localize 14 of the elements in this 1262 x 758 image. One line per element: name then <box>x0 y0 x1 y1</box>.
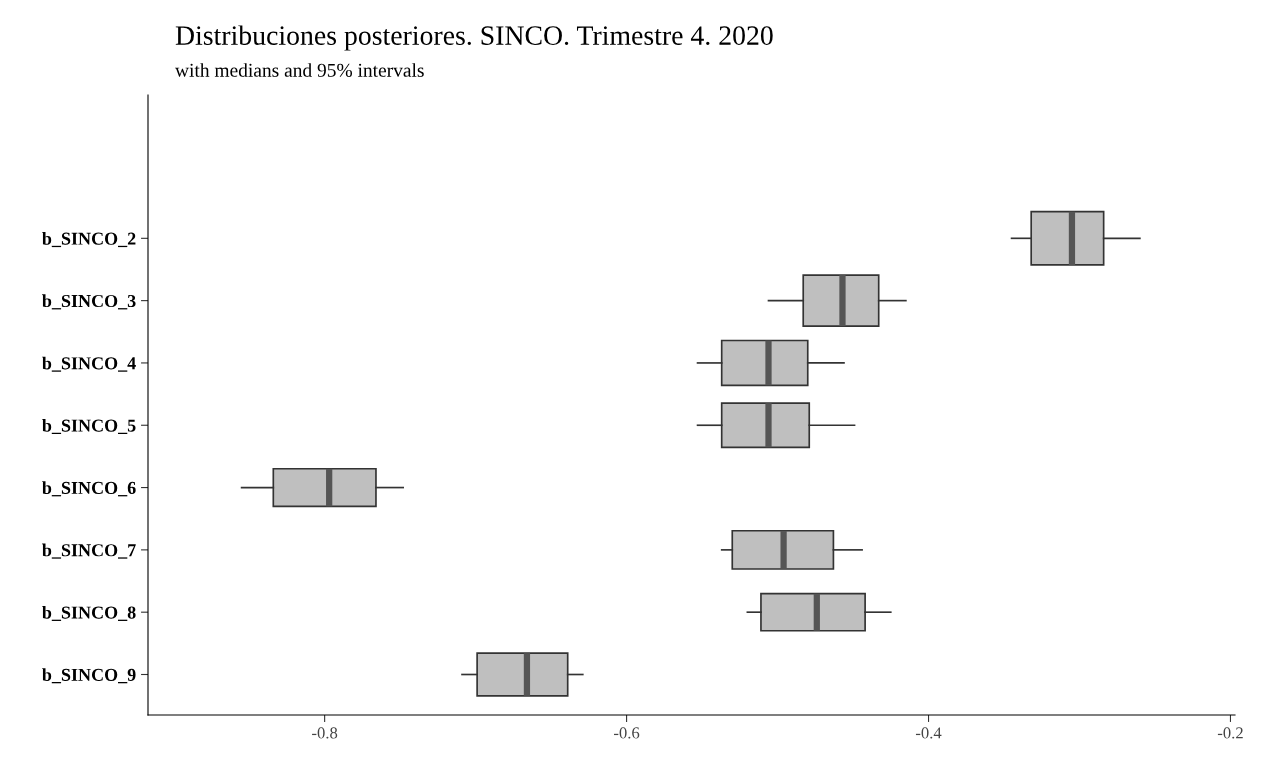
y-tick-label: b_SINCO_4 <box>42 356 136 372</box>
x-tick-label: -0.8 <box>312 727 338 739</box>
x-tick-label: -0.4 <box>915 727 942 739</box>
y-tick-label: b_SINCO_3 <box>42 294 136 310</box>
y-tick-label: b_SINCO_2 <box>42 232 136 248</box>
x-tick-label: -0.2 <box>1217 727 1243 739</box>
x-tick-label: -0.6 <box>614 727 640 739</box>
chart-subtitle: with medians and 95% intervals <box>175 63 424 77</box>
y-tick-label: b_SINCO_7 <box>42 543 136 559</box>
chart-title: Distribuciones posteriores. SINCO. Trimestre 4. 2020 <box>175 25 773 51</box>
y-tick-label: b_SINCO_6 <box>42 481 136 497</box>
y-tick-label: b_SINCO_5 <box>42 418 136 435</box>
y-tick-label: b_SINCO_9 <box>42 668 136 684</box>
y-tick-label: b_SINCO_8 <box>42 605 136 621</box>
